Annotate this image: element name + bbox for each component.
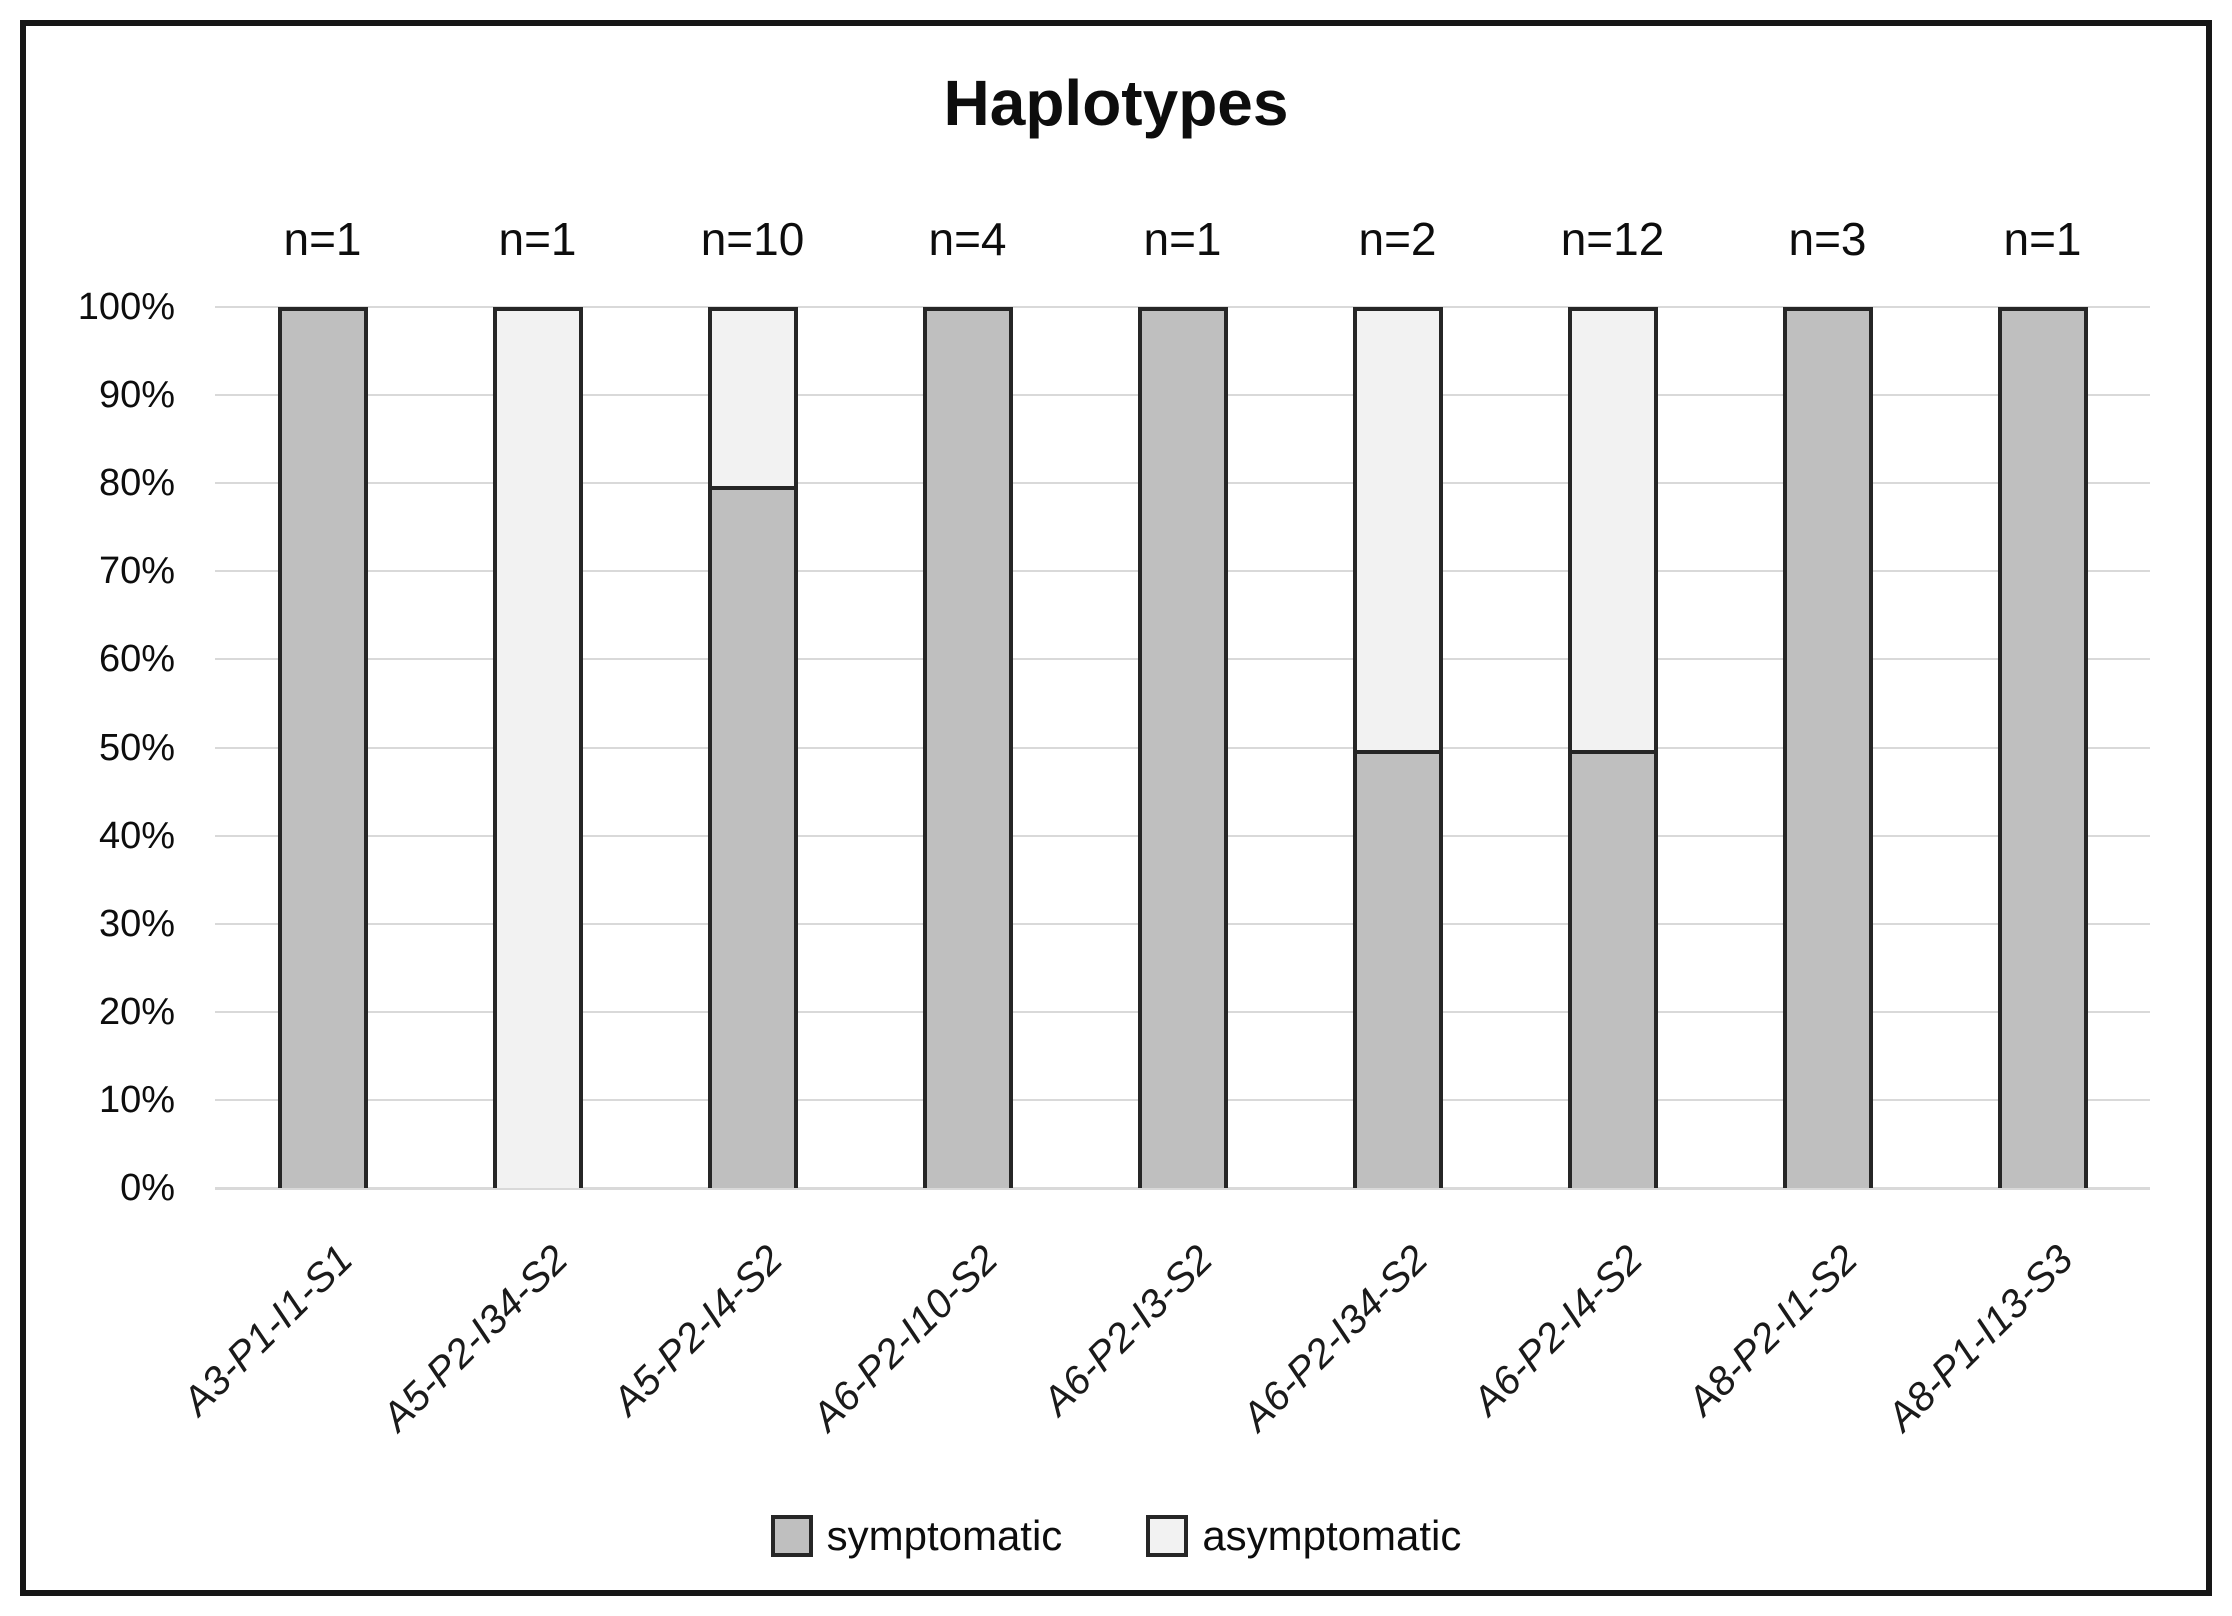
legend-label: symptomatic <box>826 1512 1063 1559</box>
y-tick-label: 10% <box>98 1078 175 1121</box>
y-tick-label: 50% <box>98 726 175 769</box>
bar-segment-symptomatic <box>1786 311 1869 1188</box>
bar-count-label: n=2 <box>1358 213 1437 265</box>
y-tick-label: 90% <box>98 374 175 417</box>
y-tick-label: 80% <box>98 462 175 505</box>
bar-count-label: n=1 <box>283 213 362 265</box>
y-tick-label: 60% <box>98 638 175 681</box>
bar <box>1782 307 1873 1188</box>
bar-count-label: n=1 <box>2003 213 2082 265</box>
bar-segment-asymptomatic <box>711 311 794 487</box>
legend-swatch-symptomatic <box>770 1515 813 1557</box>
bar-count-label: n=1 <box>1143 213 1222 265</box>
bar <box>492 307 583 1188</box>
bar <box>1997 307 2088 1188</box>
bar-segment-symptomatic <box>1356 749 1439 1188</box>
bar-count-label: n=4 <box>928 213 1007 265</box>
bar-segment-asymptomatic <box>1571 311 1654 750</box>
y-tick-label: 100% <box>77 286 175 328</box>
legend-item-symptomatic: symptomatic <box>770 1512 1063 1560</box>
bar-segment-symptomatic <box>926 311 1009 1188</box>
bar <box>707 307 798 1188</box>
y-tick-label: 40% <box>98 814 175 857</box>
bar <box>1137 307 1228 1188</box>
bar-segment-symptomatic <box>2001 311 2084 1188</box>
bar-segment-asymptomatic <box>496 311 579 1188</box>
legend: symptomatic asymptomatic <box>0 1512 2232 1560</box>
y-tick-label: 70% <box>98 550 175 593</box>
bar-count-label: n=1 <box>498 213 577 265</box>
bar <box>1567 307 1658 1188</box>
y-tick-label: 0% <box>120 1167 175 1209</box>
bar-segment-symptomatic <box>1571 749 1654 1188</box>
bar <box>1352 307 1443 1188</box>
y-tick-label: 20% <box>98 990 175 1033</box>
legend-swatch-asymptomatic <box>1146 1515 1189 1557</box>
bar-segment-symptomatic <box>711 486 794 1188</box>
gridline <box>215 1187 2150 1190</box>
bar-count-label: n=3 <box>1788 213 1867 265</box>
y-tick-label: 30% <box>98 902 175 945</box>
bar-segment-symptomatic <box>281 311 364 1188</box>
legend-item-asymptomatic: asymptomatic <box>1146 1512 1461 1560</box>
bar <box>922 307 1013 1188</box>
bar-segment-asymptomatic <box>1356 311 1439 750</box>
bar <box>277 307 368 1188</box>
bar-segment-symptomatic <box>1141 311 1224 1188</box>
bar-count-label: n=10 <box>700 213 805 265</box>
legend-label: asymptomatic <box>1202 1512 1462 1559</box>
bar-count-label: n=12 <box>1560 213 1665 265</box>
chart-title: Haplotypes <box>943 67 1289 139</box>
